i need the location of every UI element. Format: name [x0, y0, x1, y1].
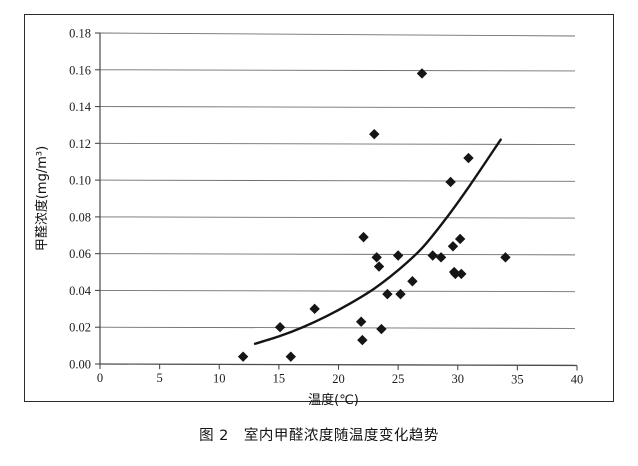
data-point-marker: [376, 323, 387, 335]
data-point-marker: [382, 288, 393, 300]
y-tick-label: 0.18: [69, 27, 91, 41]
data-point-marker: [357, 334, 368, 346]
data-point-marker: [427, 250, 438, 261]
y-tick-label: 0.16: [69, 63, 91, 77]
y-tick-label: 0.12: [69, 137, 91, 151]
y-tick-label: 0.04: [69, 284, 92, 298]
y-axis-ticks: 0.00 0.02 0.04 0.06 0.08 0.10 0.12 0.14 0.16 0.18: [69, 27, 100, 372]
data-point-marker: [450, 268, 461, 280]
x-tick-label: 35: [511, 372, 524, 386]
gridline-y-0.10: [99, 179, 576, 182]
x-axis-title: 温度(℃): [308, 392, 359, 408]
data-point-marker: [355, 316, 367, 327]
data-point-marker: [454, 233, 466, 245]
y-tick-label: 0.14: [69, 100, 92, 114]
gridline-y-0.08: [99, 216, 576, 219]
x-tick-label: 15: [273, 372, 286, 386]
gridline-y-0.18: [99, 32, 576, 37]
axis-titles: 温度(℃) 甲醛浓度(mg/m³): [34, 146, 359, 408]
x-tick-label: 40: [571, 373, 584, 387]
data-point-marker: [371, 252, 382, 263]
data-point-marker: [407, 276, 418, 287]
trend-curve: [253, 138, 502, 345]
data-point-marker: [309, 303, 320, 315]
data-point-marker: [445, 176, 456, 188]
x-tick-label: 0: [97, 371, 103, 385]
data-point-marker: [369, 128, 380, 140]
data-point-marker: [463, 152, 474, 164]
data-point-marker: [395, 288, 406, 300]
x-tick-label: 10: [213, 371, 226, 385]
gridline-y-0.12: [99, 142, 576, 145]
y-tick-label: 0.08: [69, 210, 91, 224]
gridline-y-0.16: [99, 69, 576, 72]
x-axis-ticks: 0 5 10 15 20 25 30 35 40: [97, 364, 583, 387]
gridline-y-0.04: [99, 289, 576, 293]
data-point-marker: [237, 351, 249, 362]
figure-caption: 图 2 室内甲醛浓度随温度变化趋势: [199, 428, 439, 444]
gridline-y-0.14: [99, 106, 576, 109]
data-point-marker: [456, 268, 467, 280]
data-points: [237, 68, 511, 362]
data-point-marker: [447, 241, 459, 252]
plot-outer-border: [24, 14, 614, 402]
axes: [99, 33, 578, 367]
gridline-y-0.02: [99, 326, 576, 329]
y-tick-label: 0.10: [69, 174, 91, 188]
data-point-marker: [274, 322, 286, 333]
data-point-marker: [392, 250, 404, 261]
data-point-marker: [373, 261, 385, 272]
x-tick-label: 20: [332, 372, 345, 386]
gridlines: [99, 32, 576, 366]
trend-curve-path: [253, 138, 502, 345]
x-tick-label: 30: [452, 372, 465, 386]
y-axis-title: 甲醛浓度(mg/m³): [34, 146, 50, 251]
data-point-marker: [358, 231, 369, 243]
data-point-marker: [416, 68, 428, 79]
gridline-y-0.06: [99, 253, 576, 256]
x-tick-label: 25: [392, 372, 405, 386]
y-tick-label: 0.02: [69, 321, 91, 335]
scatter-chart: 0 5 10 15 20 25 30 35 40 0.00 0.02 0.04 0.06 0.08 0.1…: [34, 27, 583, 409]
data-point-marker: [500, 252, 511, 263]
y-tick-label: 0.06: [69, 247, 91, 261]
y-tick-label: 0.00: [69, 358, 91, 372]
data-point-marker: [435, 252, 447, 263]
x-tick-label: 5: [157, 371, 163, 385]
data-point-marker: [285, 351, 296, 362]
